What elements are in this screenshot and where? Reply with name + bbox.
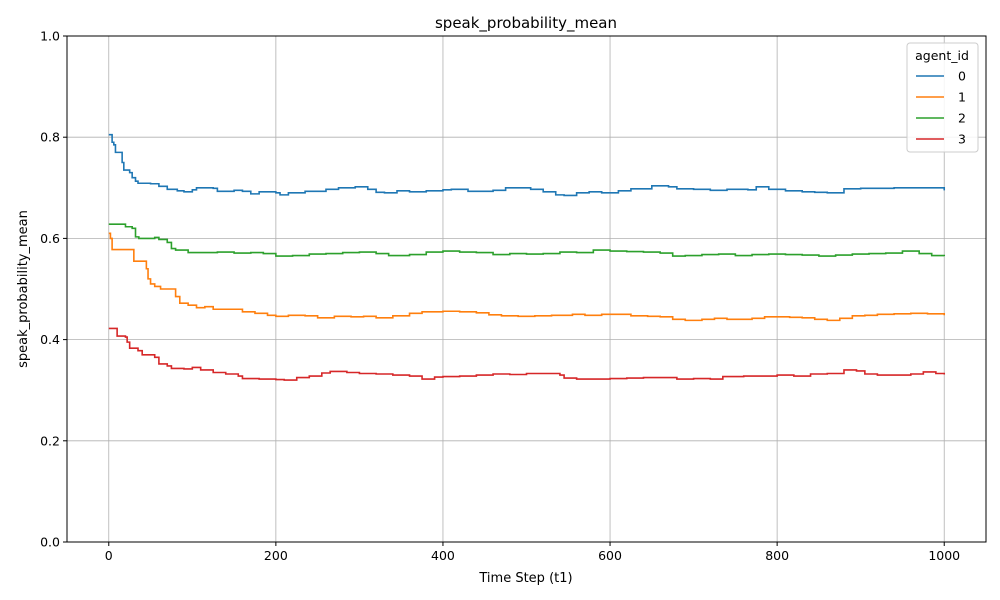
series-lines [108,133,946,381]
legend-label: 2 [958,111,966,126]
x-axis-title: Time Step (t1) [478,571,572,586]
y-tick-label: 0.6 [40,231,60,246]
x-tick-label: 1000 [928,548,960,563]
series-line-agent-3 [108,327,946,381]
ticks: 0 200 400 600 800 1000 0.0 0.2 0.4 0.6 0.8 1.0 [40,29,960,564]
x-tick-label: 600 [598,548,622,563]
y-tick-label: 0.8 [40,130,60,145]
legend-label: 3 [958,132,966,147]
plot-frame [66,35,987,543]
series-line-agent-0 [108,133,946,197]
y-tick-label: 1.0 [40,29,60,44]
legend-title: agent_id [915,48,969,63]
y-tick-label: 0.2 [40,433,60,448]
x-tick-label: 0 [105,548,113,563]
legend-label: 1 [958,90,966,105]
x-tick-label: 800 [765,548,789,563]
x-tick-label: 400 [431,548,455,563]
y-axis-title: speak_probability_mean [16,210,31,368]
chart-title: speak_probability_mean [435,14,617,33]
y-tick-label: 0.4 [40,332,60,347]
legend: agent_id 0 1 2 3 [906,42,979,153]
legend-label: 0 [958,69,966,84]
legend-items: 0 1 2 3 [916,69,966,147]
y-tick-label: 0.0 [40,535,60,550]
series-line-agent-2 [108,223,946,257]
series-line-agent-1 [108,232,946,322]
x-tick-label: 200 [264,548,288,563]
